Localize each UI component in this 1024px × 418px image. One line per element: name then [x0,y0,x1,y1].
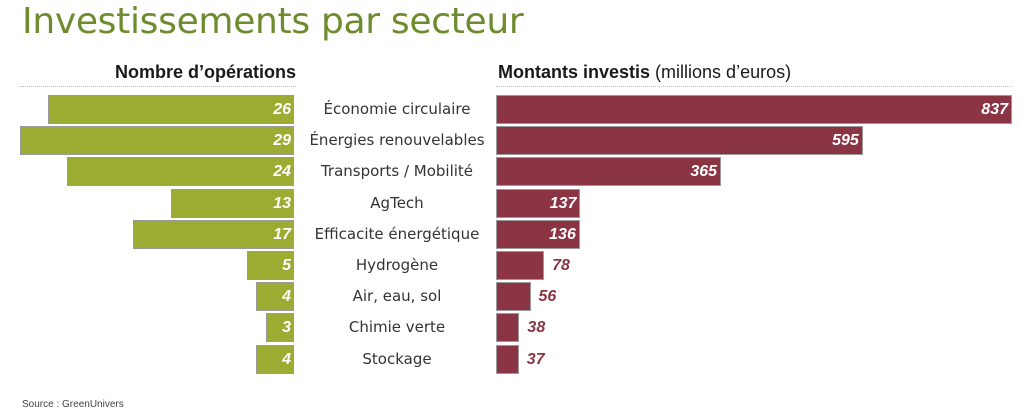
amount-bar-efficacite-energetique [496,219,580,249]
operations-bar-energies-renouvelables [20,126,294,156]
amount-value-transports-mobilite: 365 [690,163,718,181]
amount-value-stockage: 37 [526,350,545,368]
left-header-rule [20,86,296,87]
amount-bar-agtech [496,188,581,218]
amount-bar-economie-circulaire [496,95,1012,124]
operations-bar-air-eau-sol [256,282,294,312]
right-header-rule [496,86,1012,87]
operations-value-efficacite-energetique: 17 [273,225,291,243]
amount-bar-air-eau-sol [496,282,531,312]
operations-bar-agtech [171,188,294,218]
amount-value-economie-circulaire: 837 [981,101,1008,118]
operations-value-transports-mobilite: 24 [273,163,291,181]
category-label-air-eau-sol: Air, eau, sol [352,287,442,306]
category-label-transports-mobilite: Transports / Mobilité [320,162,474,181]
category-label-energies-renouvelables: Énergies renouvelables [309,131,485,150]
operations-value-agtech: 13 [273,194,291,212]
amount-value-agtech: 137 [549,194,577,212]
left-panel-heading: Nombre d’opérations [115,61,296,83]
operations-value-hydrogene: 5 [282,257,291,274]
amount-value-energies-renouvelables: 595 [832,132,859,150]
operations-bar-stockage [256,344,294,374]
operations-bar-transports-mobilite [67,157,294,187]
amount-bar-energies-renouvelables [496,126,863,156]
amount-value-efficacite-energetique: 136 [549,225,576,243]
operations-value-energies-renouvelables: 29 [273,132,291,150]
source-note: Source : GreenUnivers [22,399,124,410]
operations-bar-efficacite-energetique [133,219,294,249]
page-title: Investissements par secteur [22,1,524,42]
category-label-stockage: Stockage [362,349,432,368]
operations-bar-economie-circulaire [48,95,294,124]
amount-value-chimie-verte: 38 [527,319,546,337]
category-label-hydrogene: Hydrogène [355,256,439,274]
right-panel-unit: (millions d’euros) [655,62,792,82]
operations-bar-hydrogene [246,251,294,280]
operations-value-air-eau-sol: 4 [282,288,291,306]
amount-bar-hydrogene [496,251,545,280]
amount-bar-stockage [496,344,519,374]
amount-value-air-eau-sol: 56 [538,288,557,306]
right-panel-heading-text: Montants investis [498,62,651,82]
category-label-agtech: AgTech [370,193,424,212]
operations-value-chimie-verte: 3 [282,319,291,337]
category-label-chimie-verte: Chimie verte [348,318,446,337]
category-label-economie-circulaire: Économie circulaire [323,100,471,118]
amount-bar-transports-mobilite [496,157,722,187]
amount-value-hydrogene: 78 [552,257,570,274]
operations-value-economie-circulaire: 26 [273,101,291,118]
left-panel-heading-text: Nombre d’opérations [114,62,296,82]
operations-value-stockage: 4 [282,350,291,368]
right-panel-heading: Montants investis (millions d’euros) [498,61,791,83]
operations-bar-chimie-verte [265,313,294,343]
category-label-efficacite-energetique: Efficacite énergétique [314,224,480,243]
amount-bar-chimie-verte [496,313,520,343]
